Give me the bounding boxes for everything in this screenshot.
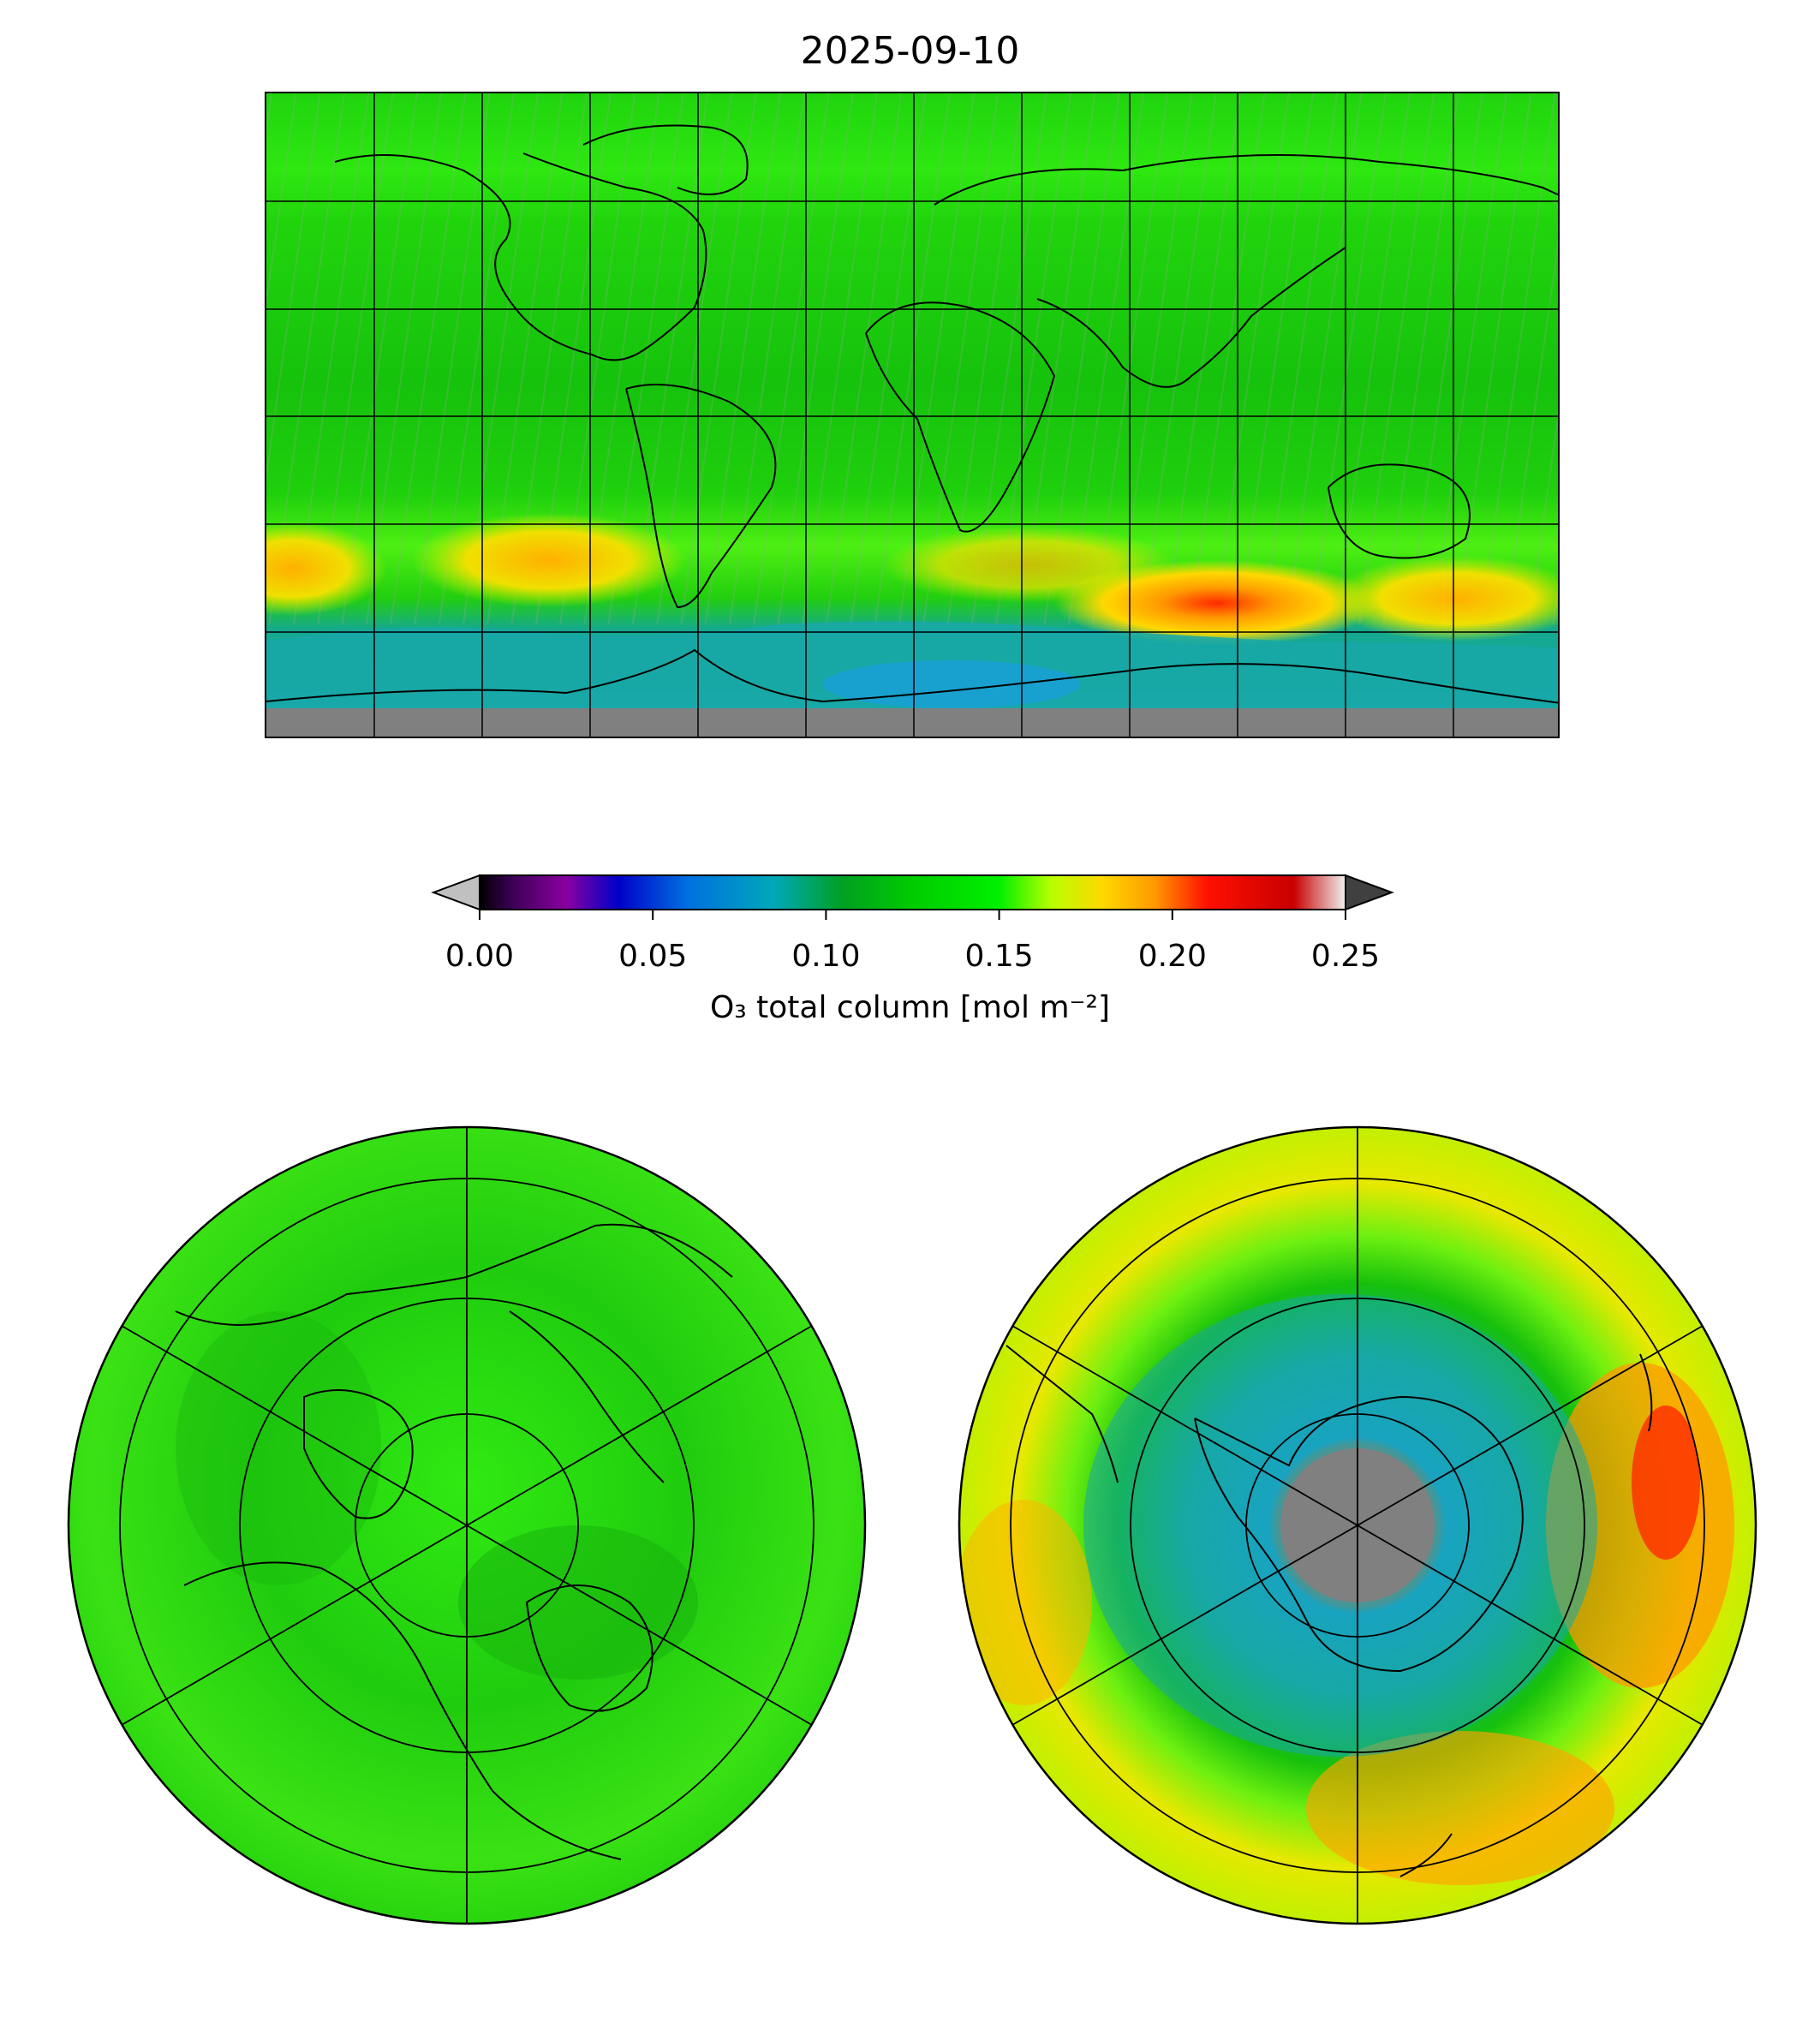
north-graticule [119,1127,815,1924]
colorbar-tick-label: 0.15 [964,939,1034,974]
figure-title: 2025-09-10 [800,29,1020,73]
north-polar-map [67,1125,867,1925]
colorbar-tick-marks [479,910,1346,920]
colorbar-tick-label: 0.00 [445,939,515,974]
colorbar-over-extension [1345,874,1394,911]
colorbar-tick-label: 0.05 [618,939,688,974]
global-map-svg [266,93,1558,737]
global-coastlines [266,124,1558,704]
north-coastlines [175,1223,733,1860]
global-graticule [266,93,1558,737]
colorbar-body [479,874,1346,910]
colorbar [431,874,1394,920]
no-data-region [266,708,1558,737]
colorbar-tick-label: 0.25 [1310,939,1381,974]
ozone-maximum-region [1054,560,1380,646]
south-graticule [1010,1127,1705,1924]
colorbar-tick-label: 0.10 [791,939,861,974]
south-polar-map [958,1125,1757,1925]
colorbar-tick-label: 0.20 [1137,939,1207,974]
colorbar-under-extension [431,874,480,911]
colorbar-label: O₃ total column [mol m⁻²] [709,990,1111,1025]
south-coastlines [1005,1345,1653,1877]
global-map [265,92,1560,738]
